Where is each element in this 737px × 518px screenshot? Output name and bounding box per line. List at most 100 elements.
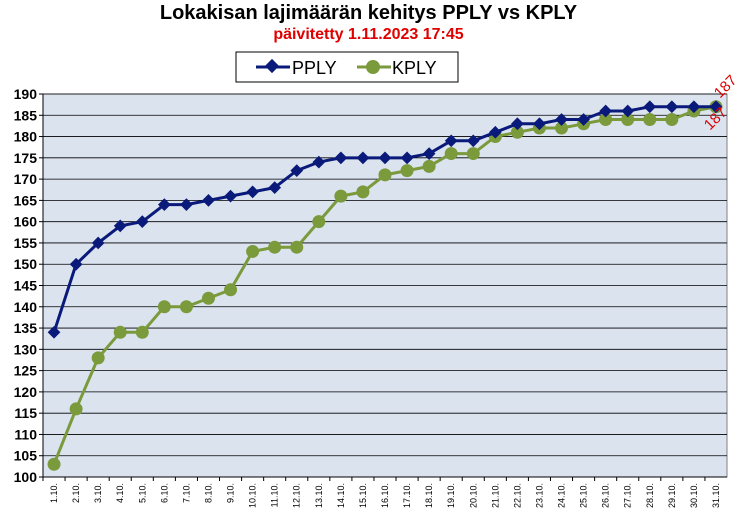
x-tick-label: 30.10.	[689, 483, 699, 508]
data-point-kply	[290, 240, 304, 254]
x-tick-label: 18.10.	[424, 483, 434, 508]
y-tick-label: 140	[14, 299, 38, 315]
data-point-pply	[290, 164, 304, 177]
x-tick-label: 16.10.	[380, 483, 390, 508]
legend-kply-marker	[366, 60, 380, 74]
data-point-kply	[69, 402, 83, 416]
data-point-pply	[378, 151, 392, 165]
x-tick-label: 11.10.	[270, 483, 280, 507]
data-point-kply	[621, 113, 635, 127]
y-tick-label: 115	[14, 405, 37, 421]
data-point-kply	[201, 291, 215, 305]
data-point-pply	[47, 325, 61, 339]
plot-area: 100 105 110 115 120 125 130 135 140 145 150 155 160 1…	[14, 72, 737, 508]
data-point-kply	[224, 283, 238, 297]
data-point-pply	[268, 181, 282, 194]
x-tick-label: 6.10.	[159, 483, 169, 503]
y-tick-label: 150	[14, 256, 38, 272]
y-tick-label: 120	[14, 384, 38, 400]
data-point-kply	[422, 159, 436, 173]
x-tick-label: 4.10.	[115, 483, 125, 503]
y-tick-label: 135	[14, 320, 38, 336]
x-tick-label: 29.10.	[667, 483, 677, 508]
legend: PPLY KPLY	[235, 51, 459, 83]
x-tick-label: 25.10.	[579, 483, 589, 508]
data-point-kply	[444, 147, 458, 161]
x-tick-label: 24.10.	[557, 483, 567, 508]
y-tick-label: 110	[14, 426, 37, 442]
data-point-kply	[378, 168, 392, 182]
x-tick-label: 14.10.	[336, 483, 346, 508]
chart-subtitle: päivitetty 1.11.2023 17:45	[273, 26, 464, 43]
x-tick-label: 5.10.	[137, 483, 147, 503]
y-tick-label: 130	[14, 341, 38, 357]
x-tick-label: 1.10.	[49, 483, 59, 503]
x-tick-label: 13.10.	[314, 483, 324, 508]
data-point-kply	[510, 125, 524, 139]
data-point-kply	[400, 164, 414, 178]
data-point-pply	[113, 219, 127, 233]
data-point-kply	[47, 457, 61, 471]
x-tick-label: 28.10.	[645, 483, 655, 508]
data-point-kply	[665, 113, 679, 127]
data-point-pply	[224, 189, 237, 203]
data-point-pply	[202, 194, 215, 207]
data-point-pply	[356, 151, 370, 165]
x-tick-label: 7.10.	[181, 483, 191, 503]
legend-kply-label: KPLY	[392, 58, 437, 78]
data-point-kply	[246, 244, 260, 258]
data-point-pply	[400, 151, 414, 165]
data-point-pply	[422, 147, 436, 160]
x-tick-label: 23.10.	[534, 483, 544, 508]
x-tick-label: 15.10.	[358, 483, 368, 508]
data-point-kply	[268, 240, 282, 254]
data-point-kply	[113, 325, 127, 339]
x-tick-label: 2.10.	[71, 483, 81, 503]
data-point-pply	[312, 155, 326, 169]
data-point-kply	[91, 351, 105, 365]
chart-title: Lokakisan lajimäärän kehitys PPLY vs KPL…	[159, 2, 578, 24]
x-tick-label: 9.10.	[226, 483, 236, 503]
legend-ppl-marker	[264, 58, 280, 74]
data-point-pply	[69, 257, 83, 271]
x-tick-label: 26.10.	[601, 483, 611, 508]
data-point-pply	[444, 134, 458, 148]
y-tick-label: 170	[14, 171, 38, 187]
data-point-kply	[312, 215, 326, 229]
y-tick-label: 185	[14, 107, 38, 123]
y-tick-label: 105	[14, 448, 38, 464]
x-tick-label: 19.10.	[446, 483, 456, 508]
data-point-kply	[179, 300, 193, 314]
x-tick-label: 8.10.	[203, 483, 213, 503]
x-tick-label: 17.10.	[402, 483, 412, 508]
data-point-pply	[180, 198, 193, 212]
data-point-kply	[334, 189, 348, 203]
y-tick-label: 165	[14, 192, 38, 208]
data-point-kply	[599, 113, 613, 127]
x-tick-label: 21.10.	[490, 483, 500, 508]
x-tick-label: 3.10.	[93, 483, 103, 503]
data-point-pply	[157, 198, 171, 212]
data-point-pply	[466, 134, 480, 148]
data-point-kply	[466, 147, 480, 161]
data-point-pply	[488, 125, 502, 139]
data-point-pply	[334, 151, 348, 165]
y-tick-label: 190	[14, 86, 38, 102]
data-point-pply	[91, 236, 105, 250]
x-tick-label: 12.10.	[292, 483, 302, 508]
y-tick-label: 180	[14, 129, 38, 145]
x-tick-label: 22.10.	[512, 483, 522, 508]
y-tick-label: 175	[14, 150, 38, 166]
data-point-kply	[555, 121, 569, 135]
data-point-pply	[135, 215, 149, 229]
y-tick-label: 155	[14, 235, 38, 251]
y-tick-label: 160	[14, 214, 38, 230]
x-tick-label: 20.10.	[468, 483, 478, 508]
data-point-kply	[135, 325, 149, 339]
x-tick-label: 10.10.	[248, 483, 258, 508]
data-point-kply	[643, 113, 657, 127]
legend-ppl-label: PPLY	[292, 58, 337, 78]
x-tick-label: 31.10.	[711, 483, 721, 508]
y-tick-label: 100	[14, 469, 38, 485]
